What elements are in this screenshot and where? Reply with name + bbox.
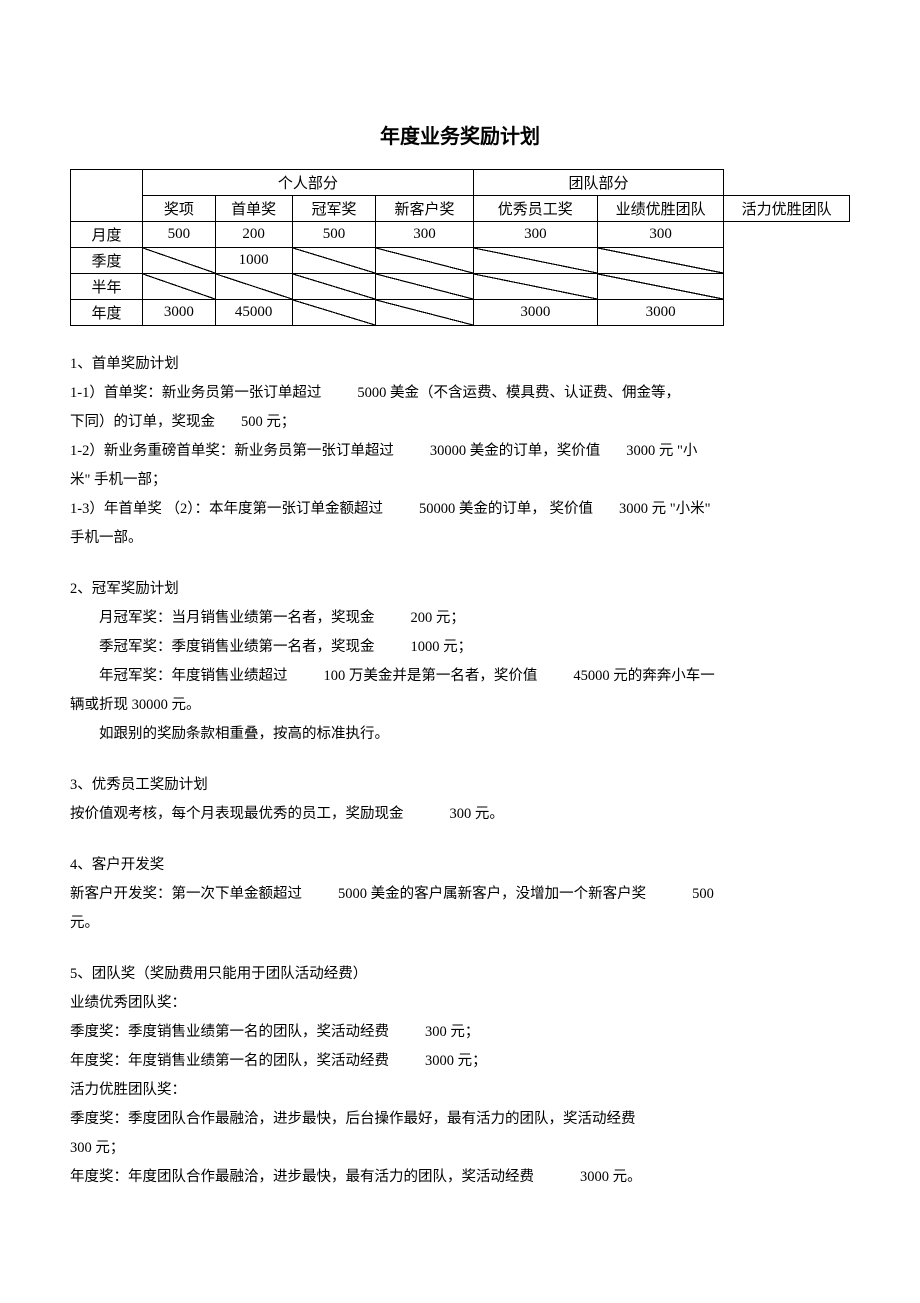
section-1: 1、首单奖励计划 1-1）首单奖：新业务员第一张订单超过5000 美金（不含运费… xyxy=(70,350,850,553)
row-month: 月度 xyxy=(71,222,143,248)
cell-na xyxy=(473,248,597,274)
cell-na xyxy=(292,248,376,274)
section-heading: 1、首单奖励计划 xyxy=(70,350,850,379)
section-5: 5、团队奖（奖励费用只能用于团队活动经费） 业绩优秀团队奖： 季度奖：季度销售业… xyxy=(70,960,850,1192)
cell: 3000 xyxy=(143,300,216,326)
cell-na xyxy=(598,248,724,274)
cell: 300 xyxy=(473,222,597,248)
cell: 45000 xyxy=(215,300,292,326)
cell-na xyxy=(215,274,292,300)
col-staff: 优秀员工奖 xyxy=(473,196,597,222)
section-heading: 4、客户开发奖 xyxy=(70,851,850,880)
cell: 200 xyxy=(215,222,292,248)
cell: 1000 xyxy=(215,248,292,274)
body-text: 活力优胜团队奖： xyxy=(70,1076,850,1105)
cell: 300 xyxy=(598,222,724,248)
body-text: 月冠军奖：当月销售业绩第一名者，奖现金200 元； xyxy=(70,604,850,633)
row-quarter: 季度 xyxy=(71,248,143,274)
table-row: 月度 500 200 500 300 300 300 xyxy=(71,222,850,248)
col-perf-team: 业绩优胜团队 xyxy=(598,196,724,222)
section-heading: 5、团队奖（奖励费用只能用于团队活动经费） xyxy=(70,960,850,989)
cell-na xyxy=(473,274,597,300)
table-row: 年度 3000 45000 3000 3000 xyxy=(71,300,850,326)
body-text: 1-3）年首单奖 （2）：本年度第一张订单金额超过50000 美金的订单， 奖价… xyxy=(70,495,850,524)
body-text: 手机一部。 xyxy=(70,524,850,553)
cell-na xyxy=(376,248,473,274)
cell: 3000 xyxy=(598,300,724,326)
cell: 500 xyxy=(143,222,216,248)
cell-na xyxy=(598,274,724,300)
body-text: 300 元； xyxy=(70,1134,850,1163)
body-text: 1-2）新业务重磅首单奖：新业务员第一张订单超过30000 美金的订单，奖价值3… xyxy=(70,437,850,466)
body-text: 米" 手机一部； xyxy=(70,466,850,495)
row-half: 半年 xyxy=(71,274,143,300)
body-text: 下同）的订单，奖现金500 元； xyxy=(70,408,850,437)
cell-na xyxy=(292,300,376,326)
body-text: 年度奖：年度团队合作最融洽，进步最快，最有活力的团队，奖活动经费3000 元。 xyxy=(70,1163,850,1192)
cell: 3000 xyxy=(473,300,597,326)
cell: 300 xyxy=(376,222,473,248)
table-row: 奖项 首单奖 冠军奖 新客户奖 优秀员工奖 业绩优胜团队 活力优胜团队 xyxy=(71,196,850,222)
table-row: 个人部分 团队部分 xyxy=(71,170,850,196)
cell-na xyxy=(143,248,216,274)
body-text: 按价值观考核，每个月表现最优秀的员工，奖励现金300 元。 xyxy=(70,800,850,829)
body-text: 季度奖：季度销售业绩第一名的团队，奖活动经费300 元； xyxy=(70,1018,850,1047)
body-text: 年冠军奖：年度销售业绩超过100 万美金并是第一名者，奖价值45000 元的奔奔… xyxy=(70,662,850,691)
section-4: 4、客户开发奖 新客户开发奖：第一次下单金额超过5000 美金的客户属新客户，没… xyxy=(70,851,850,938)
body-text: 业绩优秀团队奖： xyxy=(70,989,850,1018)
award-table: 个人部分 团队部分 奖项 首单奖 冠军奖 新客户奖 优秀员工奖 业绩优胜团队 活… xyxy=(70,169,850,326)
col-first: 首单奖 xyxy=(215,196,292,222)
body-text: 如跟别的奖励条款相重叠，按高的标准执行。 xyxy=(70,720,850,749)
header-personal: 个人部分 xyxy=(143,170,474,196)
body-text: 辆或折现 30000 元。 xyxy=(70,691,850,720)
page-title: 年度业务奖励计划 xyxy=(70,120,850,149)
body-text: 季冠军奖：季度销售业绩第一名者，奖现金1000 元； xyxy=(70,633,850,662)
table-row: 半年 xyxy=(71,274,850,300)
row-year: 年度 xyxy=(71,300,143,326)
section-heading: 3、优秀员工奖励计划 xyxy=(70,771,850,800)
body-text: 新客户开发奖：第一次下单金额超过5000 美金的客户属新客户，没增加一个新客户奖… xyxy=(70,880,850,909)
cell-na xyxy=(376,300,473,326)
cell: 500 xyxy=(292,222,376,248)
body-text: 季度奖：季度团队合作最融洽，进步最快，后台操作最好，最有活力的团队，奖活动经费 xyxy=(70,1105,850,1134)
cell-na xyxy=(143,274,216,300)
body-text: 年度奖：年度销售业绩第一名的团队，奖活动经费3000 元； xyxy=(70,1047,850,1076)
body-text: 1-1）首单奖：新业务员第一张订单超过5000 美金（不含运费、模具费、认证费、… xyxy=(70,379,850,408)
body-text: 元。 xyxy=(70,909,850,938)
cell-na xyxy=(292,274,376,300)
col-award: 奖项 xyxy=(143,196,216,222)
col-champ: 冠军奖 xyxy=(292,196,376,222)
col-vit-team: 活力优胜团队 xyxy=(724,196,850,222)
table-row: 季度 1000 xyxy=(71,248,850,274)
section-3: 3、优秀员工奖励计划 按价值观考核，每个月表现最优秀的员工，奖励现金300 元。 xyxy=(70,771,850,829)
section-heading: 2、冠军奖励计划 xyxy=(70,575,850,604)
cell-na xyxy=(376,274,473,300)
header-team: 团队部分 xyxy=(473,170,724,196)
section-2: 2、冠军奖励计划 月冠军奖：当月销售业绩第一名者，奖现金200 元； 季冠军奖：… xyxy=(70,575,850,749)
col-newcust: 新客户奖 xyxy=(376,196,473,222)
